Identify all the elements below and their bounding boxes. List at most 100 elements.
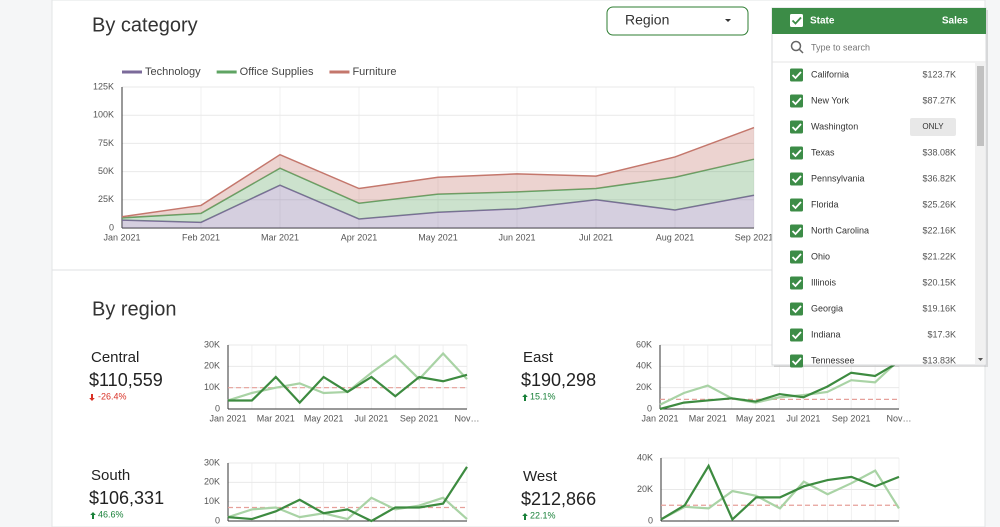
select-all-checkbox[interactable] <box>790 14 803 27</box>
state-checkbox[interactable] <box>790 302 803 316</box>
region-name: East <box>523 349 554 366</box>
series-line <box>227 496 468 521</box>
state-name[interactable]: New York <box>811 95 850 105</box>
state-sales: $17.3K <box>927 329 956 339</box>
state-filter-panel: State Sales Type to search California $12… <box>771 7 988 368</box>
region-total: $190,298 <box>521 370 596 390</box>
y-tick-label: 125K <box>93 81 114 91</box>
x-tick-label: Jul 2021 <box>354 413 388 423</box>
state-name[interactable]: Texas <box>811 147 835 157</box>
region-name: South <box>91 467 130 484</box>
checkmark <box>791 201 802 210</box>
section-title: By category <box>92 14 198 36</box>
series-line <box>228 373 468 405</box>
y-tick-label: 20K <box>204 361 220 371</box>
state-name[interactable]: Tennessee <box>811 355 855 365</box>
region-name: West <box>523 468 558 485</box>
dropdown-caret[interactable] <box>725 19 731 22</box>
state-name[interactable]: Washington <box>811 121 858 131</box>
x-tick-label: Sep 2021 <box>400 413 439 423</box>
only-button[interactable] <box>910 118 956 136</box>
scroll-down-arrow[interactable] <box>978 358 983 361</box>
state-sales: $87.27K <box>922 95 956 105</box>
state-checkbox[interactable] <box>790 276 803 290</box>
state-name[interactable]: Indiana <box>811 329 841 339</box>
y-tick-label: 60K <box>636 339 652 349</box>
state-sales: $20.15K <box>922 277 956 287</box>
x-tick-label: Nov… <box>886 413 911 423</box>
y-tick-label: 30K <box>204 339 220 349</box>
region-change: 15.1% <box>530 391 556 401</box>
state-name[interactable]: California <box>811 69 849 79</box>
x-tick-label: Jul 2021 <box>786 413 820 423</box>
y-tick-label: 40K <box>637 452 653 462</box>
state-checkbox[interactable] <box>790 224 803 238</box>
dropdown-box[interactable] <box>606 6 749 36</box>
state-checkbox[interactable] <box>790 250 803 264</box>
state-name[interactable]: Ohio <box>811 251 830 261</box>
area-fill <box>122 127 754 218</box>
state-sales: $19.16K <box>922 303 956 313</box>
panel-header <box>772 8 986 34</box>
state-checkbox[interactable] <box>790 328 803 342</box>
checkmark <box>791 149 802 158</box>
legend-swatch <box>216 70 237 74</box>
region-change: 46.6% <box>98 509 124 519</box>
only-button-label[interactable]: ONLY <box>922 122 944 131</box>
scrollbar-thumb[interactable] <box>977 66 984 146</box>
state-name[interactable]: Georgia <box>811 303 843 313</box>
x-tick-label: Feb 2021 <box>182 232 220 242</box>
area-line <box>121 126 755 218</box>
region-total: $106,331 <box>89 488 164 508</box>
state-name[interactable]: Illinois <box>811 277 837 287</box>
state-checkbox[interactable] <box>790 146 803 160</box>
series-line <box>660 463 900 522</box>
change-arrow <box>522 394 528 401</box>
search-box[interactable]: Type to search <box>790 40 871 54</box>
y-tick-label: 50K <box>98 166 114 176</box>
search-placeholder[interactable]: Type to search <box>811 42 870 52</box>
scrollbar-track[interactable] <box>975 62 985 364</box>
region-change: 22.1% <box>530 510 556 520</box>
region-dropdown[interactable]: Region <box>606 6 749 36</box>
x-tick-label: Apr 2021 <box>341 232 378 242</box>
checkmark <box>791 97 802 106</box>
region-total: $212,866 <box>521 489 596 509</box>
state-checkbox[interactable] <box>790 354 803 368</box>
section-title: By region <box>92 298 177 320</box>
dropdown-label[interactable]: Region <box>625 12 669 28</box>
charts: 0 25K 50K 75K 100K 125K Jan 2021 Feb 2021 Mar 20… <box>93 66 912 525</box>
region-total: $110,559 <box>89 370 163 390</box>
y-tick-label: 0 <box>109 222 114 232</box>
state-checkbox[interactable] <box>790 172 803 186</box>
x-tick-label: Mar 2021 <box>257 413 295 423</box>
legend-swatch <box>122 70 142 74</box>
state-checkbox[interactable] <box>790 68 803 82</box>
checkmark <box>791 71 802 80</box>
state-checkbox[interactable] <box>790 94 803 108</box>
state-name[interactable]: Florida <box>811 199 839 209</box>
x-tick-label: Sep 2021 <box>735 232 774 242</box>
y-tick-label: 0 <box>215 515 220 525</box>
region-change: -26.4% <box>98 391 127 401</box>
state-sales: $22.16K <box>922 225 956 235</box>
checkmark <box>791 123 802 132</box>
x-tick-label: May 2021 <box>418 232 458 242</box>
change-arrow <box>522 513 528 520</box>
area-line <box>121 158 755 219</box>
x-tick-label: Jan 2021 <box>103 232 140 242</box>
change-arrow <box>89 394 95 401</box>
x-tick-label: May 2021 <box>304 413 344 423</box>
state-name[interactable]: North Carolina <box>811 225 869 235</box>
state-sales: $123.7K <box>922 69 956 79</box>
state-sales: $38.08K <box>922 147 956 157</box>
checkmark <box>791 357 802 366</box>
state-checkbox[interactable] <box>790 120 803 134</box>
change-arrow <box>90 512 96 519</box>
checkmark <box>791 253 802 262</box>
state-checkbox[interactable] <box>790 198 803 212</box>
state-name[interactable]: Pennsylvania <box>811 173 865 183</box>
legend-label: Office Supplies <box>240 66 314 78</box>
